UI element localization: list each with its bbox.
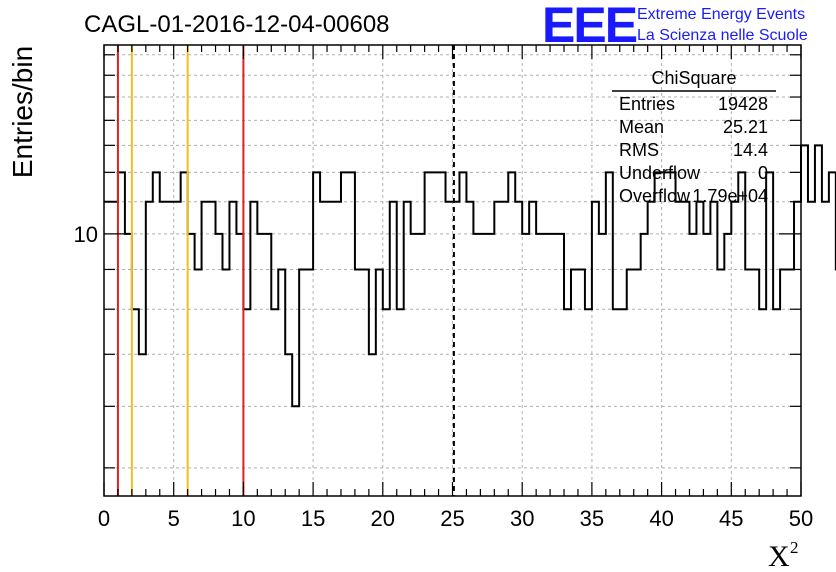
y-tick-label: 10 [74, 222, 98, 247]
x-tick-label: 30 [510, 506, 534, 531]
stats-value-underflow: 0 [758, 163, 768, 183]
logo-line-1: Extreme Energy Events [637, 6, 805, 23]
stats-value-rms: 14.4 [733, 140, 768, 160]
x-axis-label: X 2 [768, 538, 799, 572]
stats-label-rms: RMS [619, 140, 659, 160]
x-tick-label: 20 [371, 506, 395, 531]
histogram-line [104, 144, 836, 408]
stats-value-overflow: 1.79e+04 [692, 186, 768, 206]
stats-label-underflow: Underflow [619, 163, 701, 183]
stats-label-overflow: Overflow [619, 186, 691, 206]
x-tick-label: 50 [789, 506, 813, 531]
x-tick-label: 10 [231, 506, 255, 531]
chart-title: CAGL-01-2016-12-04-00608 [84, 11, 390, 38]
x-tick-label: 0 [98, 506, 110, 531]
x-tick-label: 25 [440, 506, 464, 531]
x-axis-label-base: X [768, 540, 790, 572]
stats-value-entries: 19428 [718, 94, 768, 114]
y-axis-label: Entries/bin [7, 46, 38, 178]
stats-title: ChiSquare [651, 68, 736, 88]
x-axis-label-superscript: 2 [790, 538, 799, 557]
x-tick-label: 5 [168, 506, 180, 531]
y-tick-labels: 10 [74, 222, 98, 247]
stats-value-mean: 25.21 [723, 117, 768, 137]
x-tick-label: 35 [580, 506, 604, 531]
stats-box: ChiSquare Entries 19428 Mean 25.21 RMS 1… [612, 68, 776, 206]
threshold-lines [116, 45, 455, 496]
x-tick-labels: 0 5 10 15 20 25 30 35 40 45 50 [98, 506, 813, 531]
grid-lines [104, 45, 801, 496]
x-tick-label: 45 [719, 506, 743, 531]
x-tick-label: 40 [649, 506, 673, 531]
logo-mark: EEE [542, 0, 637, 53]
x-tick-label: 15 [301, 506, 325, 531]
plot-frame [103, 44, 802, 497]
stats-label-entries: Entries [619, 94, 675, 114]
stats-label-mean: Mean [619, 117, 664, 137]
eee-logo: EEE Extreme Energy Events La Scienza nel… [542, 0, 808, 53]
logo-line-2: La Scienza nelle Scuole [637, 27, 808, 44]
histogram-series [104, 144, 836, 408]
